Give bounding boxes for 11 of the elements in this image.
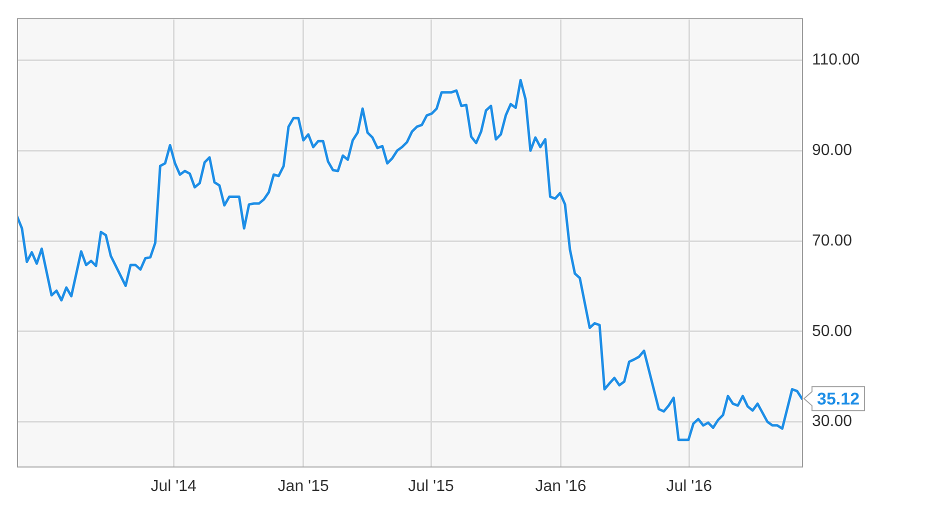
- y-tick-label: 50.00: [812, 322, 852, 340]
- annotation: 35.12: [817, 389, 860, 408]
- y-tick-label: 90.00: [812, 142, 852, 160]
- x-tick-label: Jul '14: [150, 478, 197, 496]
- y-tick-label: 70.00: [812, 232, 852, 250]
- y-tick-label: 110.00: [812, 52, 860, 69]
- x-tick-label: Jul '15: [408, 478, 454, 496]
- x-tick-label: Jan '16: [535, 478, 586, 496]
- y-tick-label: 30.00: [812, 413, 852, 430]
- x-tick-label: Jul '16: [666, 478, 712, 496]
- x-tick-label: Jan '15: [278, 478, 329, 496]
